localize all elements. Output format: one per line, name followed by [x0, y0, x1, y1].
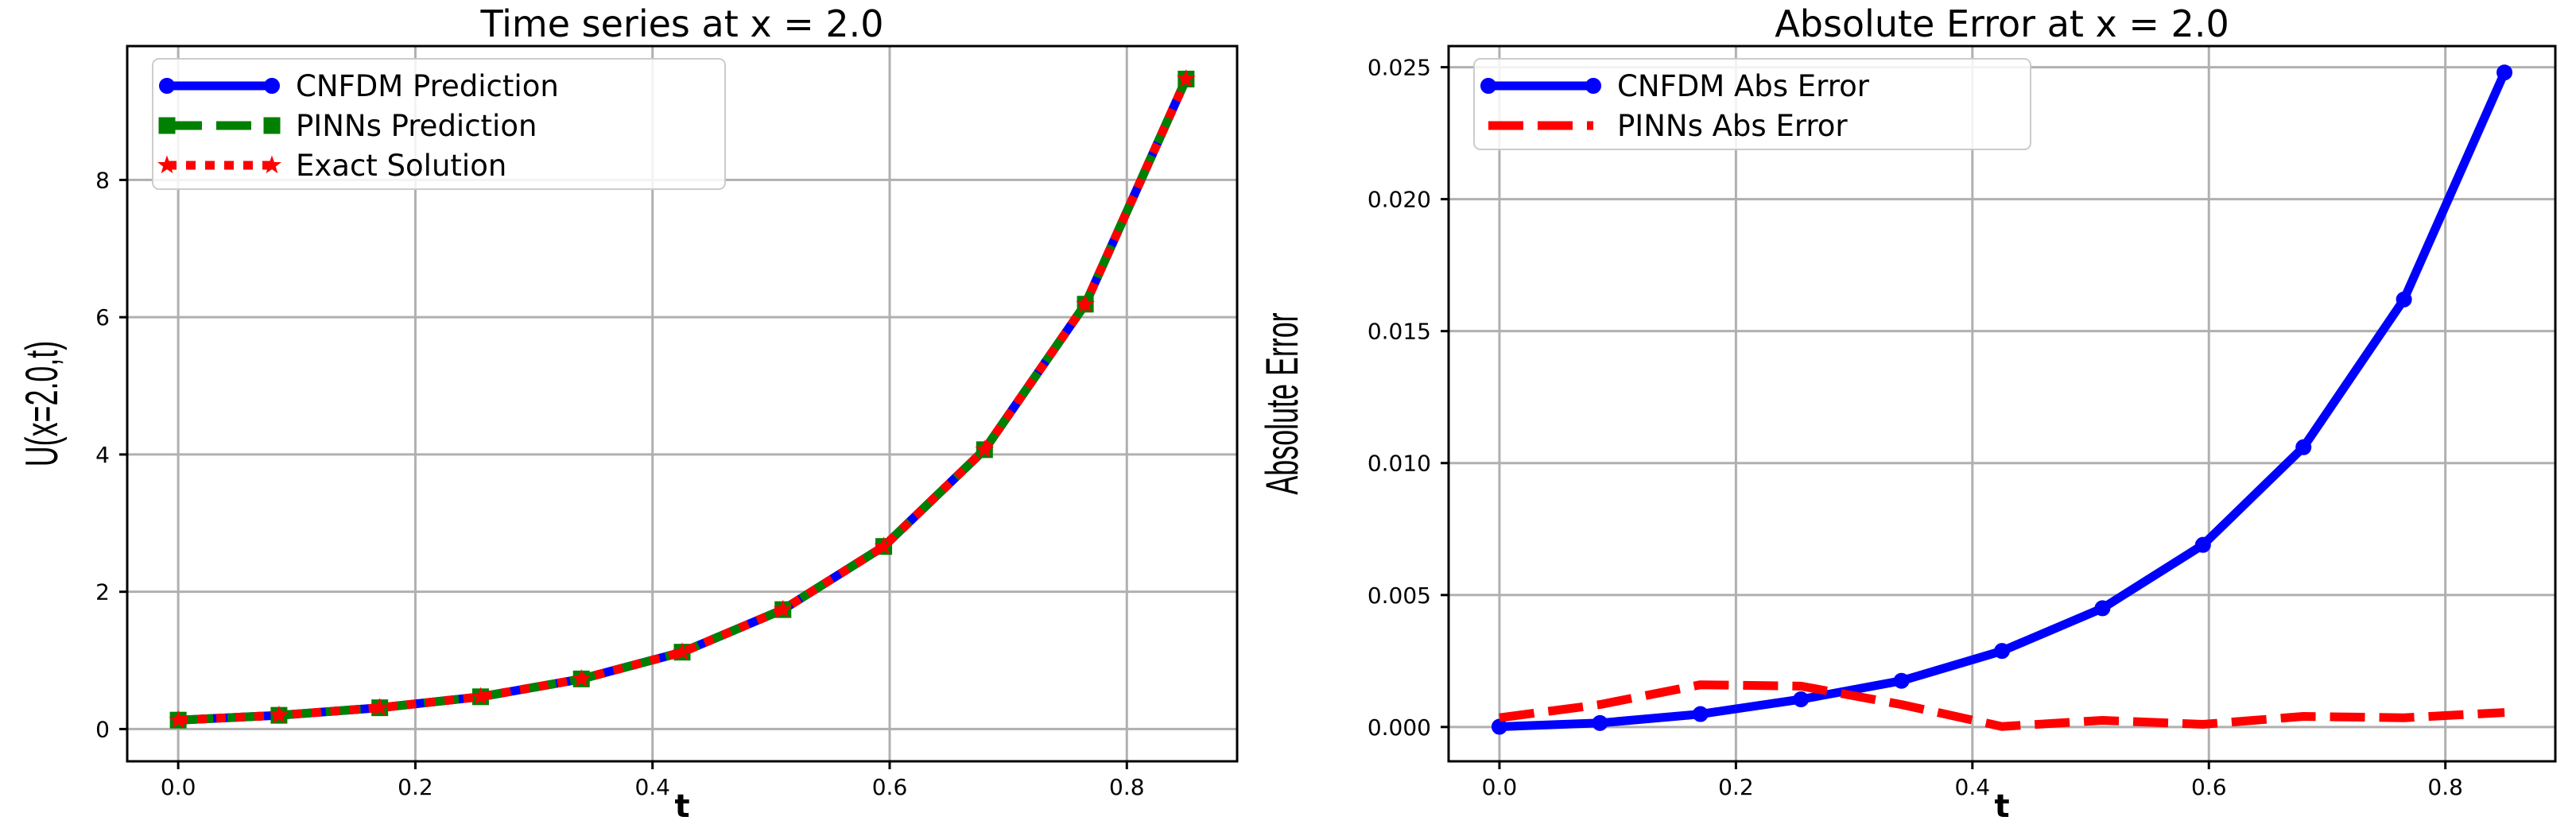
plot-frame	[1447, 45, 2557, 763]
data-point	[2295, 439, 2312, 455]
x-tick-label: 0.6	[2191, 774, 2227, 800]
legend-label: CNFDM Prediction	[296, 69, 559, 103]
series-1	[1491, 64, 2513, 735]
x-tick-label: 0.0	[161, 774, 196, 800]
data-point	[2094, 600, 2111, 617]
x-tick-label: 0.4	[634, 774, 670, 800]
series-line	[1499, 70, 2509, 731]
y-tick-label: 8	[95, 167, 110, 193]
y-axis-label-group: U(x=2.0,t)	[17, 341, 68, 466]
series-3	[169, 69, 1196, 729]
x-axis-label: t	[1994, 788, 2009, 825]
data-point	[673, 642, 692, 660]
data-point	[370, 698, 390, 716]
chart-title: Time series at x = 2.0	[479, 2, 883, 45]
y-tick-label: 0.010	[1368, 451, 1431, 477]
y-tick-label: 6	[95, 304, 110, 331]
legend-marker	[157, 155, 177, 174]
data-point	[471, 687, 491, 705]
y-tick-label: 2	[95, 579, 110, 606]
legend-marker	[262, 155, 281, 174]
data-point	[2396, 291, 2412, 308]
data-point	[975, 439, 995, 458]
data-point	[169, 710, 188, 729]
data-point	[1893, 672, 1910, 689]
data-point	[269, 705, 289, 724]
y-tick-label: 0.015	[1368, 319, 1431, 345]
legend-marker	[159, 78, 175, 94]
series-line	[177, 77, 1190, 725]
x-tick-label: 0.8	[2427, 774, 2463, 800]
x-tick-label: 0.0	[1482, 774, 1518, 800]
x-tick-label: 0.4	[1955, 774, 1991, 800]
legend-label: PINNs Prediction	[296, 109, 537, 143]
y-tick-label: 0.025	[1368, 55, 1431, 81]
chart-panel-1: 0.0 0.2 0.4 0.6 0.8 0 2 4 6 8 Time series at x = 2…	[17, 2, 1239, 825]
data-point	[1176, 69, 1196, 87]
chart-panel-2: 0.0 0.2 0.4 0.6 0.8 0.000 0.005 0.010 0.015 0.020…	[1258, 2, 2557, 825]
x-tick-label: 0.2	[398, 774, 433, 800]
legend-label: CNFDM Abs Error	[1617, 69, 1870, 103]
y-tick-label: 0	[95, 716, 110, 742]
series-2	[1499, 680, 2505, 731]
y-axis-label: U(x=2.0,t)	[17, 341, 68, 466]
data-point	[1994, 643, 2010, 660]
x-tick-label: 0.8	[1109, 774, 1145, 800]
data-point	[2496, 64, 2513, 81]
x-tick-label: 0.6	[872, 774, 908, 800]
data-point	[1692, 706, 1709, 722]
x-tick-label: 0.2	[1718, 774, 1754, 800]
data-point	[2194, 536, 2211, 553]
legend-label: Exact Solution	[296, 149, 506, 183]
legend: CNFDM Abs Error PINNs Abs Error	[1473, 58, 2031, 150]
legend-marker	[1585, 78, 1601, 94]
legend-box	[152, 58, 726, 190]
legend-marker	[1480, 78, 1496, 94]
data-point	[874, 536, 894, 555]
data-point	[1491, 718, 1507, 735]
data-point	[773, 599, 793, 618]
legend-marker	[158, 117, 176, 134]
y-tick-label: 4	[95, 442, 110, 468]
data-point	[572, 668, 592, 687]
legend-marker	[264, 78, 280, 94]
y-axis-label: Absolute Error	[1258, 312, 1309, 494]
plot-frame	[126, 45, 1239, 763]
data-point	[1793, 691, 1810, 707]
legend-marker	[263, 117, 281, 134]
legend-box	[1473, 58, 2031, 150]
legend: CNFDM Prediction PINNs Prediction Exact So…	[152, 58, 726, 190]
y-tick-label: 0.005	[1368, 582, 1431, 609]
y-tick-label: 0.020	[1368, 187, 1431, 213]
chart-title: Absolute Error at x = 2.0	[1775, 2, 2229, 45]
y-tick-label: 0.000	[1368, 714, 1431, 741]
y-axis-label-group: Absolute Error	[1258, 312, 1309, 494]
data-point	[1592, 714, 1608, 731]
legend-label: PINNs Abs Error	[1617, 109, 1848, 143]
series-line	[1499, 680, 2505, 731]
data-point	[1076, 294, 1095, 312]
x-axis-label: t	[674, 788, 689, 825]
